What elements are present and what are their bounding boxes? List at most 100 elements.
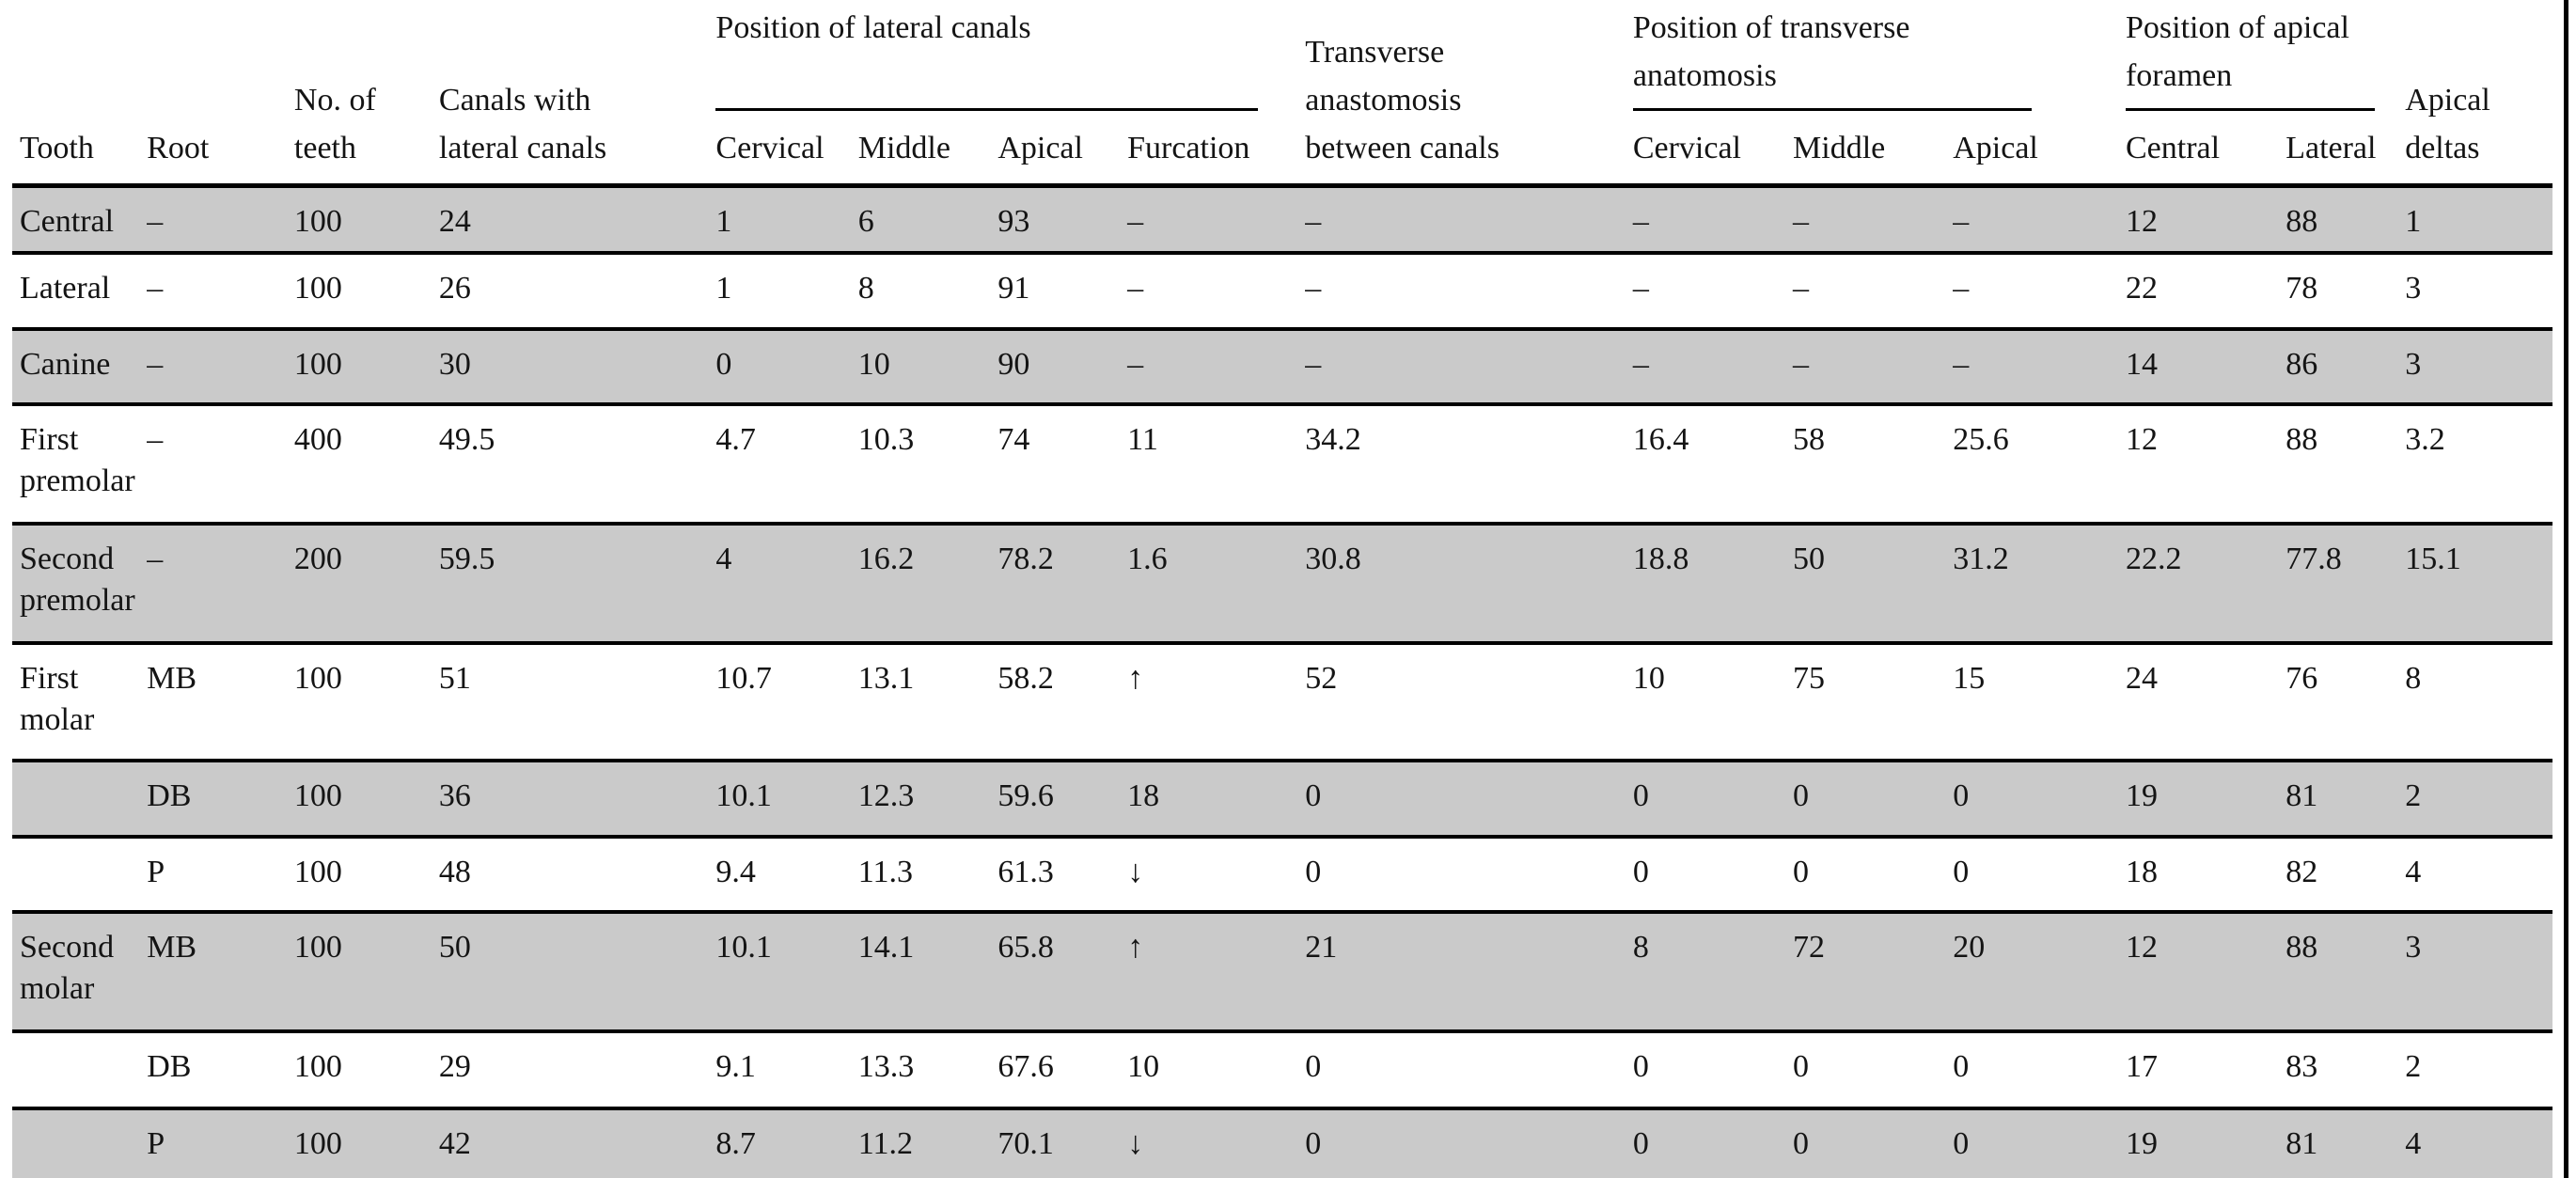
cell-r10-c5: 11.2: [857, 1107, 998, 1178]
cell-r1-c8: –: [1305, 251, 1633, 327]
cell-r9-c13: 83: [2285, 1029, 2406, 1107]
cell-r7-c0: [12, 835, 148, 910]
cell-r6-c10: 0: [1793, 759, 1954, 835]
cell-r1-c13: 78: [2285, 251, 2406, 327]
cell-r7-c9: 0: [1632, 835, 1794, 910]
column-header-furcation: Furcation: [1127, 111, 1306, 188]
cell-r3-c14: 3.2: [2405, 402, 2552, 522]
cell-r1-c3: 26: [438, 251, 716, 327]
table-row: Lateral –100 26 1 8 91– – – – –22 78 3: [12, 251, 2552, 327]
cell-r5-c9: 10: [1632, 641, 1794, 759]
table-row: First premolar –400 49.5 4.7 10.3 74 11 34.2 16.…: [12, 402, 2552, 522]
cell-r1-c7: –: [1127, 251, 1306, 327]
cell-r9-c6: 67.6: [997, 1029, 1128, 1107]
group-header-position-of-apical-foramen: Position of apical foramen: [2125, 0, 2405, 111]
cell-r2-c13: 86: [2285, 327, 2406, 402]
cell-r2-c11: –: [1953, 327, 2126, 402]
cell-r3-c7: 11: [1127, 402, 1306, 522]
table-header: Tooth Root No. of teeth Canals with late…: [12, 0, 2552, 188]
cell-r2-c7: –: [1127, 327, 1306, 402]
cell-r6-c5: 12.3: [857, 759, 998, 835]
cell-r6-c14: 2: [2405, 759, 2552, 835]
cell-r1-c4: 1: [715, 251, 858, 327]
cell-r8-c2: 100: [293, 910, 439, 1029]
cell-r7-c8: 0: [1305, 835, 1633, 910]
column-header-apical-deltas: Apical deltas: [2405, 0, 2552, 188]
table-row: DB 100 29 9.1 13.3 67.6 10 0 0 0 0 17 83 2: [12, 1029, 2552, 1107]
cell-r4-c8: 30.8: [1305, 522, 1633, 641]
cell-r2-c14: 3: [2405, 327, 2552, 402]
cell-r0-c13: 88: [2285, 204, 2318, 239]
cell-r0-c12: 12: [2125, 204, 2158, 239]
cell-r7-c1: P: [147, 835, 294, 910]
cell-r1-c6: 91: [997, 251, 1128, 327]
table-row: DB 100 36 10.1 12.3 59.6 18 0 0 0 0 19 81 2: [12, 759, 2552, 835]
cell-r2-c6: 90: [997, 327, 1128, 402]
table-row: Canine –100 30 0 10 90– – – – –14 86 3: [12, 327, 2552, 402]
cell-r5-c8: 52: [1305, 641, 1633, 759]
cell-r4-c6: 78.2: [997, 522, 1128, 641]
cell-r4-c1: –: [147, 522, 294, 641]
cell-r9-c11: 0: [1953, 1029, 2126, 1107]
column-header-root: Root: [147, 0, 294, 188]
cell-r5-c2: 100: [293, 641, 439, 759]
table-row: P 100 48 9.4 11.3 61.3 ↓ 0 0 0 0 18 82 4: [12, 835, 2552, 910]
table-row: Second molar MB 100 50 10.1 14.1 65.8 ↑ 21 8 72 20 1…: [12, 910, 2552, 1029]
cell-r8-c6: 65.8: [997, 910, 1128, 1029]
column-header-cervical-transverse: Cervical: [1632, 111, 1794, 188]
cell-r0-c2: 100: [293, 204, 342, 239]
column-header-lateral-foramen: Lateral: [2285, 111, 2406, 188]
column-header-tooth: Tooth: [12, 0, 148, 188]
cell-r9-c12: 17: [2125, 1029, 2286, 1107]
cell-r9-c5: 13.3: [857, 1029, 998, 1107]
cell-r6-c9: 0: [1632, 759, 1794, 835]
cell-r2-c2: 100: [293, 327, 439, 402]
column-header-canals-with-lateral-canals: Canals with lateral canals: [438, 0, 716, 188]
cell-r8-c9: 8: [1632, 910, 1794, 1029]
cell-r3-c8: 34.2: [1305, 402, 1633, 522]
cell-r3-c0: First premolar: [12, 402, 148, 522]
table-row: P 100 42 8.7 11.2 70.1 ↓ 0 0 0 0 19 81 4: [12, 1107, 2552, 1178]
cell-r0-c0: Central: [20, 204, 115, 239]
cell-r6-c11: 0: [1953, 759, 2126, 835]
cell-r9-c2: 100: [293, 1029, 439, 1107]
cell-r6-c2: 100: [293, 759, 439, 835]
cell-r0-c7: –: [1127, 204, 1144, 239]
cell-r4-c7: 1.6: [1127, 522, 1306, 641]
cell-r6-c12: 19: [2125, 759, 2286, 835]
cell-r10-c1: P: [147, 1107, 294, 1178]
cell-r6-c13: 81: [2285, 759, 2406, 835]
cell-r5-c3: 51: [438, 641, 716, 759]
cell-r7-c6: 61.3: [997, 835, 1128, 910]
cell-r1-c11: –: [1953, 251, 2126, 327]
cell-r9-c8: 0: [1305, 1029, 1633, 1107]
column-header-middle-lateral: Middle: [857, 111, 998, 188]
column-header-apical-lateral: Apical: [997, 111, 1128, 188]
table-body: Central –100 24 1 6 93– – – – –12 88 1 Lateral –100 26…: [12, 188, 2552, 1178]
column-header-cervical-lateral: Cervical: [715, 111, 858, 188]
cell-r2-c8: –: [1305, 327, 1633, 402]
cell-r10-c3: 42: [438, 1107, 716, 1178]
cell-r7-c14: 4: [2405, 835, 2552, 910]
cell-r9-c14: 2: [2405, 1029, 2552, 1107]
cell-r3-c11: 25.6: [1953, 402, 2126, 522]
cell-r3-c9: 16.4: [1632, 402, 1794, 522]
cell-r4-c9: 18.8: [1632, 522, 1794, 641]
cell-r4-c12: 22.2: [2125, 522, 2286, 641]
cell-r8-c14: 3: [2405, 910, 2552, 1029]
cell-r10-c13: 81: [2285, 1107, 2406, 1178]
cell-r1-c5: 8: [857, 251, 998, 327]
cell-r8-c0: Second molar: [12, 910, 148, 1029]
group-header-position-of-lateral-canals: Position of lateral canals: [715, 0, 1305, 111]
anatomy-table: Tooth Root No. of teeth Canals with late…: [12, 0, 2552, 1178]
cell-r10-c9: 0: [1632, 1107, 1794, 1178]
cell-r10-c11: 0: [1953, 1107, 2126, 1178]
cell-r2-c9: –: [1632, 327, 1794, 402]
cell-r4-c4: 4: [715, 522, 858, 641]
cell-r6-c8: 0: [1305, 759, 1633, 835]
cell-r10-c12: 19: [2125, 1107, 2286, 1178]
cell-r0-c9: –: [1632, 204, 1649, 239]
cell-r1-c10: –: [1793, 251, 1954, 327]
cell-r5-c13: 76: [2285, 641, 2406, 759]
cell-r0-c11: –: [1953, 204, 1970, 239]
